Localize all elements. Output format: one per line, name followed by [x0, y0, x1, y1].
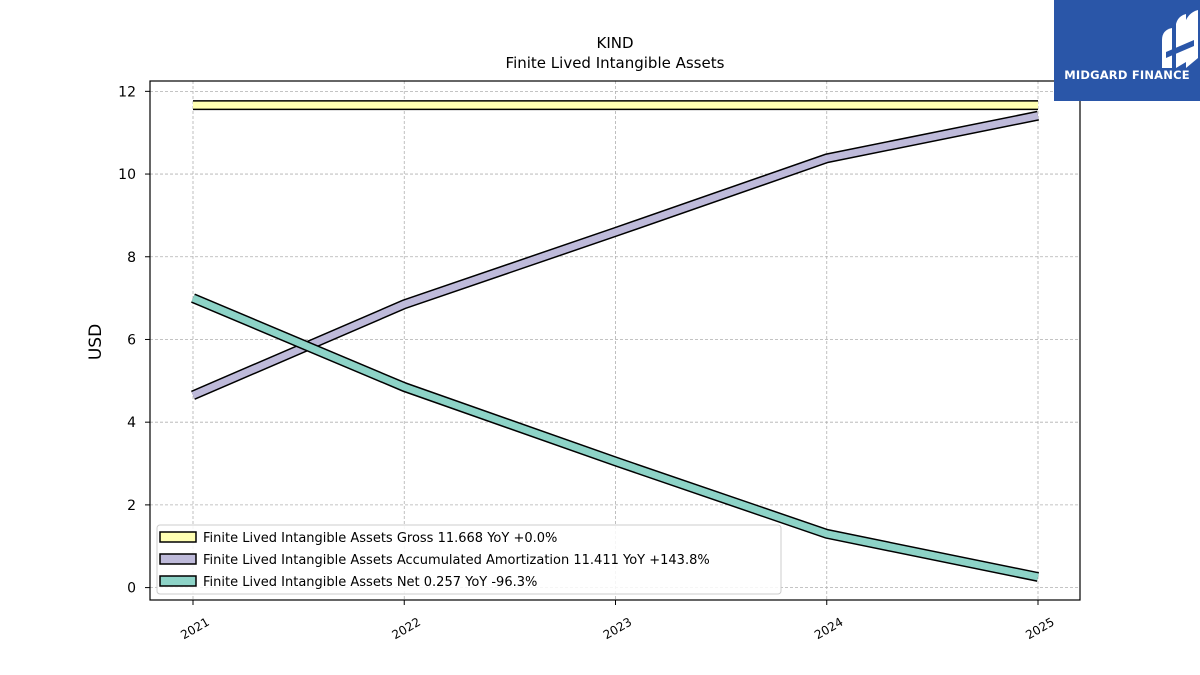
- y-axis-ticks: 0 2 4 6 8 10 12: [118, 84, 150, 597]
- brand-logo-icon: [1162, 10, 1198, 68]
- x-tick-label: 2025: [1023, 615, 1056, 642]
- x-tick-label: 2021: [178, 615, 211, 642]
- grid-lines: [150, 81, 1080, 600]
- series-line-fill: [191, 112, 1039, 399]
- brand-logo: MIDGARD FINANCE: [1054, 0, 1200, 101]
- legend-box: [156, 524, 782, 595]
- x-tick-label: 2023: [601, 615, 634, 642]
- y-tick-label: 2: [127, 498, 136, 514]
- legend: Finite Lived Intangible Assets Gross 11.…: [156, 524, 782, 595]
- series-line-fill: [191, 294, 1039, 581]
- y-tick-label: 0: [127, 581, 136, 597]
- x-tick-label: 2024: [812, 615, 845, 642]
- y-tick-label: 4: [127, 415, 136, 431]
- y-tick-label: 10: [118, 167, 136, 183]
- y-axis-label: USD: [86, 324, 106, 360]
- legend-label: Finite Lived Intangible Assets Gross 11.…: [203, 531, 557, 546]
- series-layer: [191, 100, 1040, 582]
- series-line: [191, 110, 1039, 400]
- legend-swatch: [159, 575, 197, 587]
- legend-swatch: [159, 531, 197, 543]
- y-tick-label: 6: [127, 332, 136, 348]
- x-axis-ticks: 2021 2022 2023 2024 2025: [178, 600, 1057, 642]
- y-tick-label: 12: [118, 84, 136, 100]
- brand-name: MIDGARD FINANCE: [1064, 68, 1190, 82]
- chart-subtitle: Finite Lived Intangible Assets: [506, 54, 725, 72]
- legend-label: Finite Lived Intangible Assets Net 0.257…: [203, 575, 537, 590]
- series-line: [191, 293, 1040, 582]
- legend-swatch: [159, 553, 197, 565]
- y-tick-label: 8: [127, 250, 136, 266]
- legend-label: Finite Lived Intangible Assets Accumulat…: [203, 553, 710, 568]
- x-tick-label: 2022: [390, 615, 423, 642]
- chart-title: KIND: [596, 34, 633, 52]
